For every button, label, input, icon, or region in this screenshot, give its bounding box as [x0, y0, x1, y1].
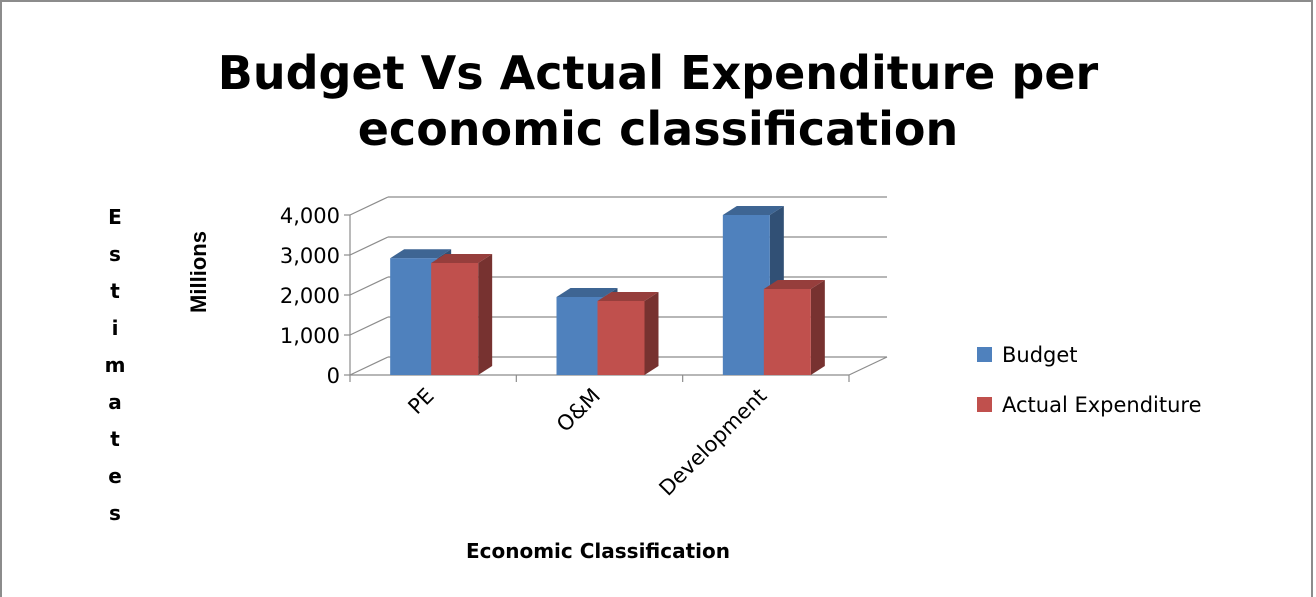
x-tick-label: Development: [654, 384, 771, 501]
y-tick-label: 1,000: [280, 324, 340, 348]
y-axis-title-letter: m: [105, 353, 126, 377]
y-tick-label: 4,000: [280, 204, 340, 228]
y-axis-title-letter: i: [112, 316, 119, 340]
legend: Budget Actual Expenditure: [977, 343, 1202, 417]
x-axis-title: Economic Classification: [466, 539, 730, 563]
gridline-side: [349, 316, 389, 336]
y-axis-title-letter: a: [108, 390, 122, 414]
bar-actual-2: [763, 280, 825, 375]
legend-label: Budget: [1002, 343, 1078, 367]
y-axis-title-letter: s: [109, 242, 121, 266]
unit-label: Millions: [186, 231, 211, 313]
legend-label: Actual Expenditure: [1002, 393, 1202, 417]
gridline-side: [349, 356, 389, 376]
legend-swatch: [977, 347, 992, 362]
legend-swatch: [977, 397, 992, 412]
y-axis-title-letter: t: [110, 279, 120, 303]
bar-actual-1: [597, 292, 659, 375]
x-tick-label: O&M: [552, 384, 605, 437]
y-tick-label: 2,000: [280, 284, 340, 308]
y-axis-title-letter: t: [110, 427, 120, 451]
y-axis-title-letter: E: [108, 205, 122, 229]
y-axis-title-letter: s: [109, 501, 121, 525]
y-tick-label: 0: [327, 364, 340, 388]
gridline-side: [349, 236, 389, 256]
chart-title-line2: economic classification: [358, 102, 959, 156]
floor-right: [848, 356, 888, 376]
y-tick-label: 3,000: [280, 244, 340, 268]
plot-area: 0 1,000 2,000 3,000 4,000 PE O&M Development: [280, 196, 888, 501]
x-tick-label: PE: [403, 384, 438, 419]
bar-actual-0: [431, 254, 493, 375]
y-axis-title-letter: e: [108, 464, 122, 488]
gridline-side: [349, 276, 389, 296]
gridline-side: [349, 196, 389, 216]
chart-title-line1: Budget Vs Actual Expenditure per: [218, 46, 1099, 100]
